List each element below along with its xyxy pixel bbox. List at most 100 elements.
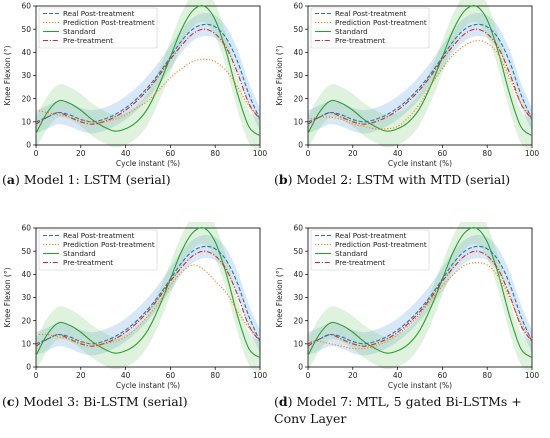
y-tick-label: 10 — [293, 339, 303, 348]
legend-label-real-post-treatment: Real Post-treatment — [63, 9, 135, 18]
y-tick-label: 60 — [293, 2, 303, 11]
y-tick-label: 40 — [21, 270, 31, 279]
y-tick-label: 30 — [293, 293, 303, 302]
y-tick-label: 10 — [21, 339, 31, 348]
x-tick-label: 40 — [393, 149, 403, 158]
caption-a: (a) Model 1: LSTM (serial) — [2, 172, 171, 187]
y-tick-label: 50 — [293, 25, 303, 34]
x-tick-label: 100 — [253, 149, 268, 158]
x-tick-label: 0 — [34, 371, 39, 380]
y-tick-label: 30 — [21, 71, 31, 80]
x-tick-label: 40 — [121, 371, 131, 380]
x-tick-label: 0 — [306, 149, 311, 158]
legend-box — [310, 7, 430, 49]
x-tick-label: 0 — [34, 149, 39, 158]
legend-label-pre-treatment: Pre-treatment — [335, 258, 385, 267]
x-tick-label: 0 — [306, 371, 311, 380]
x-axis-label: Cycle instant (%) — [388, 159, 452, 168]
series-line-pre-treatment — [307, 250, 533, 347]
series-line-real-post-treatment — [307, 23, 533, 123]
x-tick-label: 20 — [348, 149, 358, 158]
caption-d: (d) Model 7: MTL, 5 gated Bi-LSTMs + Con… — [274, 394, 522, 426]
x-tick-label: 20 — [348, 371, 358, 380]
y-tick-label: 40 — [293, 270, 303, 279]
chart-panel-b: 0 20 40 60 80 100 0 10 20 30 40 50 60 Cycle instant (… — [272, 0, 542, 216]
y-tick-label: 20 — [21, 94, 31, 103]
legend-box — [38, 7, 158, 49]
band-real-post-treatment — [36, 234, 260, 356]
band-real-post-treatment — [308, 234, 532, 356]
x-tick-label: 80 — [482, 149, 492, 158]
y-tick-label: 30 — [293, 71, 303, 80]
series-line-pre-treatment — [35, 28, 261, 125]
legend-label-pre-treatment: Pre-treatment — [63, 258, 113, 267]
band-standard — [308, 0, 532, 152]
caption-c: (c) Model 3: Bi-LSTM (serial) — [2, 394, 188, 409]
series-line-prediction-post-treatment — [307, 262, 533, 350]
legend-label-prediction-post-treatment: Prediction Post-treatment — [63, 18, 155, 27]
x-tick-label: 20 — [76, 371, 86, 380]
y-tick-label: 40 — [293, 48, 303, 57]
legend-label-standard: Standard — [63, 249, 96, 258]
y-tick-label: 20 — [293, 94, 303, 103]
x-tick-label: 20 — [76, 149, 86, 158]
series-line-real-post-treatment — [35, 23, 261, 123]
series-line-real-post-treatment — [307, 245, 533, 345]
chart-panel-d: 0 20 40 60 80 100 0 10 20 30 40 50 60 Cycle instant (… — [272, 222, 542, 438]
y-tick-label: 0 — [298, 141, 303, 150]
y-axis-label: Knee Flexion (°) — [3, 45, 12, 105]
x-axis-label: Cycle instant (%) — [388, 381, 452, 390]
legend-label-pre-treatment: Pre-treatment — [63, 36, 113, 45]
x-tick-label: 100 — [525, 149, 540, 158]
legend-box — [38, 229, 158, 271]
y-tick-label: 0 — [298, 363, 303, 372]
x-tick-label: 80 — [210, 371, 220, 380]
x-axis-label: Cycle instant (%) — [116, 159, 180, 168]
band-standard — [36, 222, 260, 374]
y-axis-label: Knee Flexion (°) — [275, 45, 284, 105]
x-axis-label: Cycle instant (%) — [116, 381, 180, 390]
y-tick-label: 50 — [21, 25, 31, 34]
y-axis-label: Knee Flexion (°) — [275, 267, 284, 327]
x-tick-label: 80 — [482, 371, 492, 380]
x-tick-label: 60 — [166, 371, 176, 380]
x-tick-label: 80 — [210, 149, 220, 158]
y-tick-label: 60 — [21, 224, 31, 233]
y-tick-label: 40 — [21, 48, 31, 57]
x-tick-label: 100 — [525, 371, 540, 380]
y-tick-label: 20 — [21, 316, 31, 325]
y-tick-label: 10 — [293, 117, 303, 126]
caption-b: (b) Model 2: LSTM with MTD (serial) — [274, 172, 511, 187]
legend-label-prediction-post-treatment: Prediction Post-treatment — [335, 18, 427, 27]
legend-label-standard: Standard — [335, 27, 368, 36]
x-tick-label: 100 — [253, 371, 268, 380]
legend-label-real-post-treatment: Real Post-treatment — [335, 231, 407, 240]
legend-label-pre-treatment: Pre-treatment — [335, 36, 385, 45]
y-tick-label: 30 — [21, 293, 31, 302]
y-tick-label: 50 — [293, 247, 303, 256]
legend-label-real-post-treatment: Real Post-treatment — [63, 231, 135, 240]
band-standard — [36, 0, 260, 152]
x-tick-label: 60 — [438, 371, 448, 380]
y-tick-label: 60 — [21, 2, 31, 11]
legend-label-standard: Standard — [63, 27, 96, 36]
legend-label-prediction-post-treatment: Prediction Post-treatment — [63, 240, 155, 249]
series-line-pre-treatment — [307, 28, 533, 125]
y-tick-label: 20 — [293, 316, 303, 325]
legend-label-standard: Standard — [335, 249, 368, 258]
chart-panel-c: 0 20 40 60 80 100 0 10 20 30 40 50 60 Cycle instant (… — [0, 222, 270, 438]
x-tick-label: 40 — [121, 149, 131, 158]
series-line-real-post-treatment — [35, 245, 261, 345]
series-line-pre-treatment — [35, 250, 261, 347]
band-standard — [308, 222, 532, 374]
y-tick-label: 60 — [293, 224, 303, 233]
y-axis-label: Knee Flexion (°) — [3, 267, 12, 327]
